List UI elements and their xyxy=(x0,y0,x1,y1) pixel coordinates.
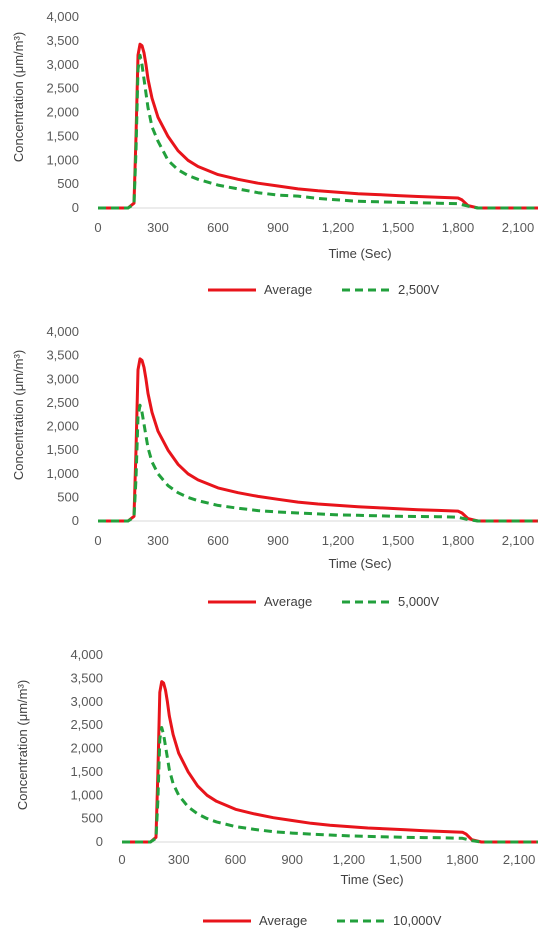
y-tick-label: 1,500 xyxy=(46,128,79,143)
y-tick-group: 0 500 1,000 1,500 2,000 2,500 3,000 3,500 4,000 xyxy=(46,9,79,215)
x-tick-label: 1,200 xyxy=(322,533,355,548)
y-tick-label: 1,000 xyxy=(46,152,79,167)
y-tick-label: 2,000 xyxy=(46,419,79,434)
x-tick-label: 600 xyxy=(207,533,229,548)
x-tick-label: 1,800 xyxy=(442,220,475,235)
y-tick-group: 0 500 1,000 1,500 2,000 2,500 3,000 3,500 4,000 xyxy=(46,324,79,528)
x-tick-group: 0 300 600 900 1,200 1,500 1,800 2,100 xyxy=(118,852,535,867)
x-tick-label: 1,800 xyxy=(446,852,479,867)
legend: Average 5,000V xyxy=(208,594,440,609)
y-tick-label: 1,000 xyxy=(46,466,79,481)
x-tick-label: 1,800 xyxy=(442,533,475,548)
x-tick-label: 0 xyxy=(94,220,101,235)
chart-panel-1: Concentration (μm/m³) 0 500 1,000 1,500 2,00… xyxy=(0,0,538,312)
y-tick-label: 0 xyxy=(96,834,103,849)
series-line-average xyxy=(98,357,538,523)
y-tick-label: 0 xyxy=(72,513,79,528)
y-tick-label: 2,000 xyxy=(46,105,79,120)
x-tick-label: 1,200 xyxy=(333,852,366,867)
y-tick-label: 1,500 xyxy=(70,764,103,779)
y-tick-label: 1,500 xyxy=(46,442,79,457)
y-tick-label: 2,500 xyxy=(46,395,79,410)
y-tick-label: 500 xyxy=(57,176,79,191)
legend-label: Average xyxy=(264,282,312,297)
x-tick-label: 900 xyxy=(281,852,303,867)
y-tick-label: 3,500 xyxy=(70,670,103,685)
y-axis-title: Concentration (μm/m³) xyxy=(11,350,26,480)
x-tick-label: 0 xyxy=(118,852,125,867)
series-group xyxy=(98,357,538,523)
x-tick-group: 0 300 600 900 1,200 1,500 1,800 2,100 xyxy=(94,533,534,548)
y-tick-label: 3,000 xyxy=(46,57,79,72)
y-tick-label: 0 xyxy=(72,200,79,215)
legend-label: 2,500V xyxy=(398,282,440,297)
y-tick-label: 3,000 xyxy=(70,694,103,709)
chart-svg: Concentration (μm/m³) 0 500 1,000 1,500 2,00… xyxy=(15,647,538,928)
y-tick-label: 3,000 xyxy=(46,371,79,386)
y-tick-label: 3,500 xyxy=(46,33,79,48)
x-axis-title: Time (Sec) xyxy=(340,872,403,887)
y-tick-label: 1,000 xyxy=(70,787,103,802)
x-tick-label: 300 xyxy=(147,220,169,235)
x-axis-title: Time (Sec) xyxy=(328,246,391,261)
chart-panel-2: Concentration (μm/m³) 0 500 1,000 1,500 2,00… xyxy=(0,320,538,620)
x-tick-label: 300 xyxy=(147,533,169,548)
x-tick-label: 600 xyxy=(225,852,247,867)
legend-label: Average xyxy=(264,594,312,609)
legend-label: 5,000V xyxy=(398,594,440,609)
x-tick-group: 0 300 600 900 1,200 1,500 1,800 2,100 xyxy=(94,220,534,235)
chart-svg: Concentration (μm/m³) 0 500 1,000 1,500 2,00… xyxy=(11,9,538,297)
chart-svg: Concentration (μm/m³) 0 500 1,000 1,500 2,00… xyxy=(11,324,538,609)
y-tick-label: 4,000 xyxy=(46,324,79,339)
y-axis-title: Concentration (μm/m³) xyxy=(11,32,26,162)
x-tick-label: 1,500 xyxy=(382,533,415,548)
y-tick-label: 2,000 xyxy=(70,741,103,756)
series-line-voltage xyxy=(98,403,538,523)
series-line-voltage xyxy=(122,726,538,844)
x-tick-label: 900 xyxy=(267,220,289,235)
legend-label: 10,000V xyxy=(393,913,442,928)
y-tick-label: 4,000 xyxy=(70,647,103,662)
y-tick-label: 2,500 xyxy=(46,81,79,96)
y-tick-label: 500 xyxy=(81,811,103,826)
x-tick-label: 1,200 xyxy=(322,220,355,235)
x-tick-label: 300 xyxy=(168,852,190,867)
series-line-average xyxy=(122,680,538,844)
x-tick-label: 1,500 xyxy=(389,852,422,867)
series-line-voltage xyxy=(98,53,538,210)
x-tick-label: 900 xyxy=(267,533,289,548)
x-axis-title: Time (Sec) xyxy=(328,556,391,571)
legend: Average 2,500V xyxy=(208,282,440,297)
y-axis-title: Concentration (μm/m³) xyxy=(15,680,30,810)
legend: Average 10,000V xyxy=(203,913,442,928)
x-tick-label: 2,100 xyxy=(502,220,535,235)
x-tick-label: 2,100 xyxy=(502,533,535,548)
chart-panel-3: Concentration (μm/m³) 0 500 1,000 1,500 2,00… xyxy=(0,640,538,937)
series-group xyxy=(122,680,538,844)
y-tick-label: 500 xyxy=(57,489,79,504)
x-tick-label: 0 xyxy=(94,533,101,548)
y-tick-label: 3,500 xyxy=(46,348,79,363)
series-group xyxy=(98,42,538,210)
y-tick-group: 0 500 1,000 1,500 2,000 2,500 3,000 3,500 4,000 xyxy=(70,647,103,849)
x-tick-label: 600 xyxy=(207,220,229,235)
y-tick-label: 2,500 xyxy=(70,717,103,732)
x-tick-label: 1,500 xyxy=(382,220,415,235)
x-tick-label: 2,100 xyxy=(503,852,536,867)
legend-label: Average xyxy=(259,913,307,928)
series-line-average xyxy=(98,42,538,210)
y-tick-label: 4,000 xyxy=(46,9,79,24)
